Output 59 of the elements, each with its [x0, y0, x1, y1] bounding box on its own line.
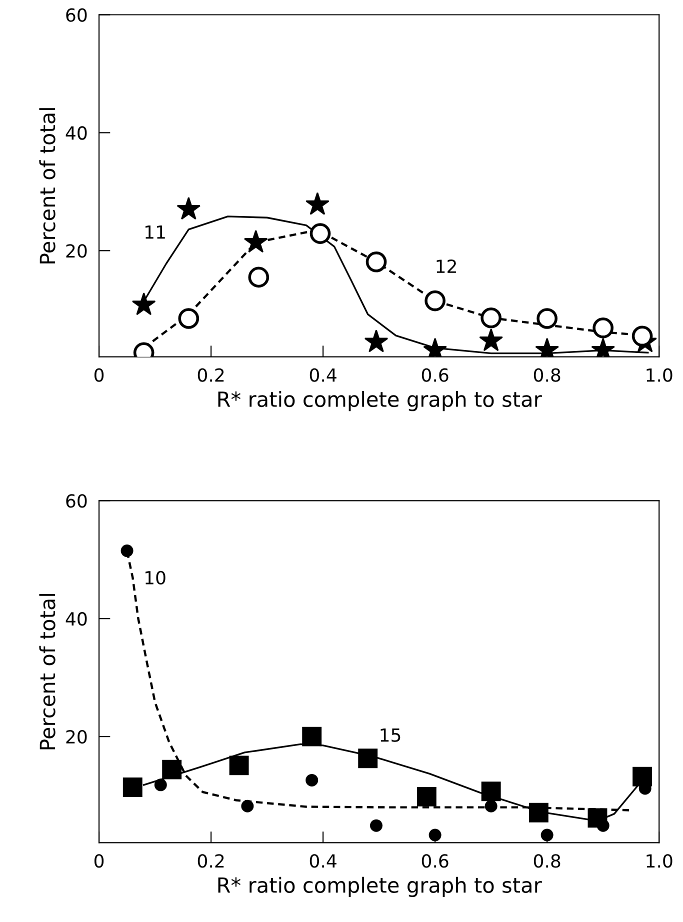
y-tick-label: 20: [66, 730, 87, 744]
point: [424, 290, 446, 312]
point: [479, 328, 503, 352]
point: [154, 778, 167, 792]
point: [370, 819, 383, 832]
y-axis-title: Percent of total: [39, 108, 56, 264]
point: [132, 292, 156, 316]
y-tick-label: 40: [66, 612, 87, 626]
x-tick-label: 0: [94, 854, 104, 868]
point: [176, 196, 201, 220]
y-tick-label: 40: [66, 126, 87, 140]
point: [632, 326, 653, 347]
point: [306, 192, 330, 215]
point: [592, 317, 614, 338]
point: [484, 800, 498, 812]
x-tick-label: 0.6: [422, 368, 448, 382]
point: [122, 778, 142, 797]
x-tick-label: 1.0: [646, 368, 672, 382]
point: [416, 786, 436, 806]
annotation: 10: [146, 570, 166, 585]
point: [120, 544, 134, 558]
x-tick-label: 0.8: [534, 854, 560, 868]
x-axis-title: R* ratio complete graph to star: [218, 390, 542, 412]
point: [632, 766, 652, 786]
point: [248, 266, 270, 288]
point: [481, 782, 501, 802]
point: [162, 760, 182, 780]
x-axis-title: R* ratio complete graph to star: [218, 876, 542, 898]
y-axis-title: Percent of total: [39, 594, 56, 750]
point: [540, 828, 554, 842]
annotation: 11: [146, 225, 165, 239]
point: [178, 308, 200, 329]
x-tick-label: 0.6: [422, 854, 448, 868]
y-tick-label: 20: [66, 244, 87, 258]
x-tick-label: 0.8: [534, 368, 560, 382]
x-tick-label: 1.0: [646, 854, 672, 868]
x-tick-label: 0.2: [198, 854, 224, 868]
point: [244, 230, 268, 253]
y-tick-label: 60: [66, 494, 87, 508]
point: [306, 774, 318, 786]
point: [480, 307, 502, 328]
point: [596, 819, 610, 832]
point: [302, 726, 322, 746]
annotation: 15: [380, 728, 400, 742]
point: [310, 223, 331, 244]
point: [358, 748, 378, 768]
x-tick-label: 0.4: [310, 368, 336, 382]
x-tick-label: 0.2: [198, 368, 224, 382]
annotation: 12: [436, 259, 456, 273]
point: [536, 308, 558, 329]
y-tick-label: 60: [66, 8, 87, 22]
x-tick-label: 0: [94, 368, 104, 382]
point: [364, 330, 388, 352]
point: [528, 802, 548, 822]
point: [241, 800, 254, 812]
point: [428, 828, 442, 842]
point: [366, 251, 387, 272]
point: [229, 756, 249, 776]
x-tick-label: 0.4: [310, 854, 336, 868]
